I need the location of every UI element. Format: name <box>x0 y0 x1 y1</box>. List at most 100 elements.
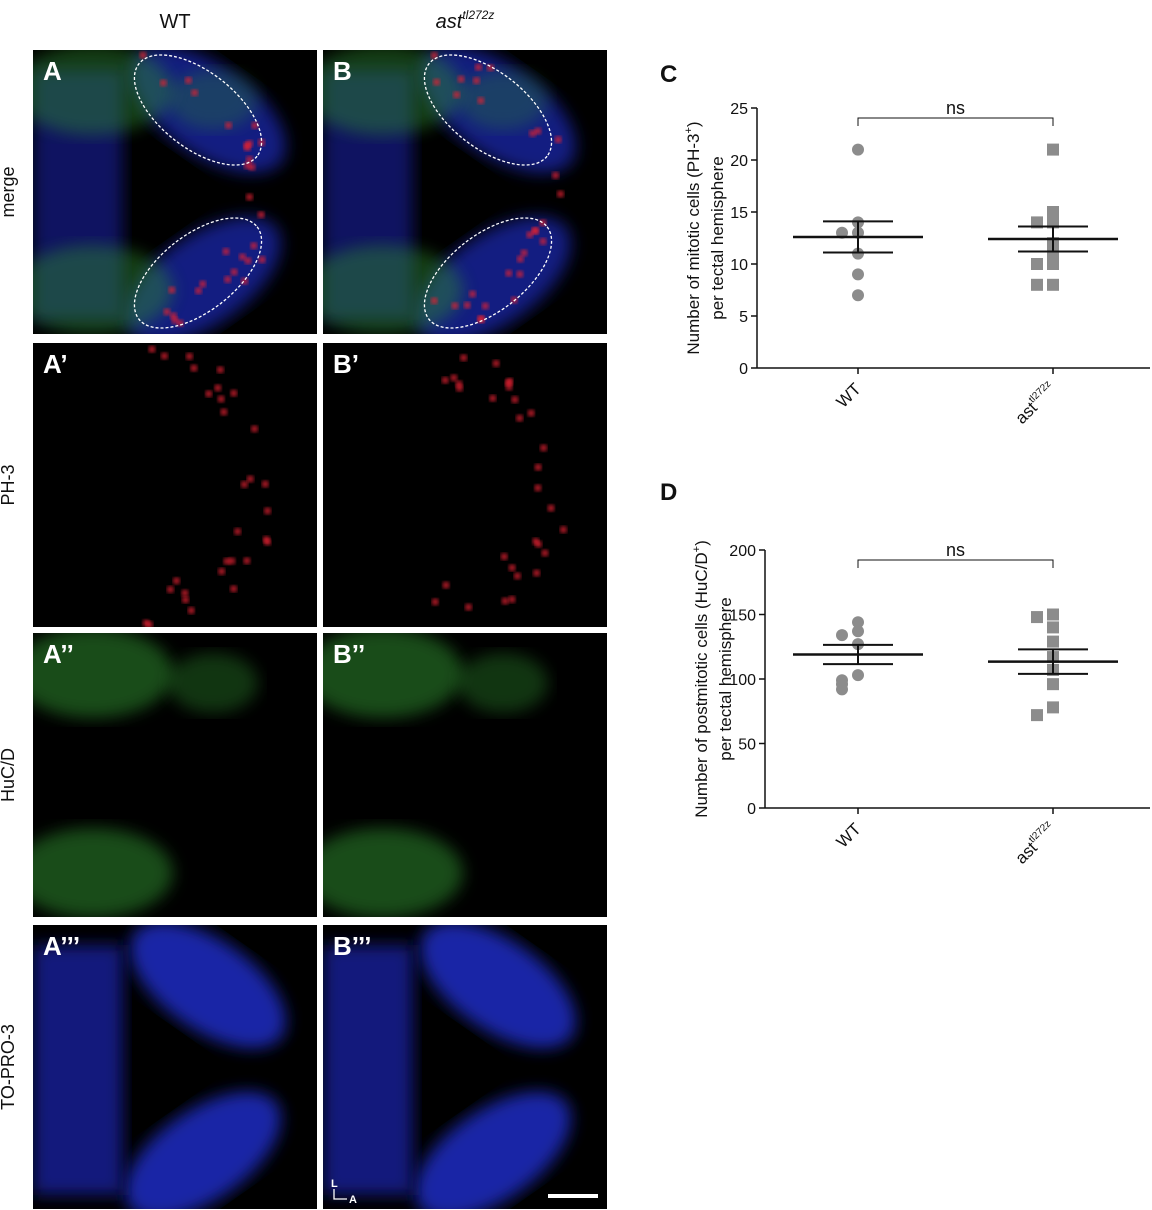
mitotic-cell <box>214 384 222 392</box>
mitotic-cell <box>251 425 259 433</box>
micrograph <box>33 633 317 917</box>
mitotic-cell <box>500 553 508 561</box>
mitotic-cell <box>464 603 472 611</box>
x-tick-label: asttl272z <box>1011 819 1060 868</box>
mitotic-cell <box>489 394 497 402</box>
row-label: PH-3 <box>0 464 18 505</box>
mitotic-cell <box>184 76 192 84</box>
panel-label: D <box>660 479 677 506</box>
y-tick-label: 50 <box>738 737 756 754</box>
mitotic-cell <box>527 409 535 417</box>
column-header-text: WT <box>159 11 190 33</box>
mitotic-cell <box>261 480 269 488</box>
mitotic-cell <box>264 507 272 515</box>
mitotic-cell <box>228 557 236 565</box>
y-tick-label: 100 <box>729 672 756 689</box>
mitotic-cell <box>559 526 567 534</box>
neurons-upper <box>323 50 463 135</box>
data-point <box>1031 258 1043 270</box>
mitotic-cell <box>516 414 524 422</box>
mitotic-cell <box>230 389 238 397</box>
mitotic-cell <box>244 257 252 265</box>
micrograph-content <box>323 633 548 917</box>
mitotic-cell <box>190 364 198 372</box>
hindbrain <box>323 945 413 1195</box>
y-axis-label: Number of mitotic cells (PH-3+) <box>683 121 703 354</box>
y-axis-label: per tectal hemisphere <box>716 597 735 760</box>
mitotic-cell <box>460 354 468 362</box>
neurons-upper <box>323 633 463 718</box>
mitotic-cell <box>163 308 171 316</box>
data-point <box>1031 709 1043 722</box>
data-point <box>836 629 848 642</box>
mitotic-cell <box>230 268 238 276</box>
data-point <box>1047 635 1059 648</box>
mitotic-cell <box>457 75 465 83</box>
panel-label: A’ <box>43 349 68 379</box>
row-label: HuC/D <box>0 748 18 802</box>
data-point <box>852 289 864 302</box>
column-header-superscript: tl272z <box>462 8 494 22</box>
mitotic-cell <box>238 253 246 261</box>
neurons-lower <box>323 828 463 917</box>
x-tick-label-text: WT <box>833 819 865 851</box>
neurons-tectum <box>168 653 258 713</box>
micrograph-background <box>33 343 317 627</box>
mitotic-cell <box>148 345 156 353</box>
mitotic-cell <box>160 352 168 360</box>
mitotic-cell <box>191 89 199 97</box>
mitotic-cell <box>246 193 254 201</box>
micrograph <box>323 50 607 334</box>
micrograph-content <box>33 925 287 1209</box>
mitotic-cell <box>554 136 562 144</box>
neurons-upper <box>33 633 173 718</box>
mitotic-cell <box>531 227 539 235</box>
mitotic-cell <box>145 621 153 627</box>
data-point <box>1047 621 1059 634</box>
micrograph <box>323 343 607 627</box>
column-header: WT <box>159 11 190 33</box>
mitotic-cell <box>433 78 441 86</box>
y-tick-label: 0 <box>739 361 748 378</box>
mitotic-cell <box>245 155 253 163</box>
micrograph-content <box>33 50 287 334</box>
micrograph <box>33 343 317 627</box>
y-tick-label: 15 <box>730 205 748 222</box>
mitotic-cell <box>477 97 485 105</box>
tectum-lower <box>414 1091 572 1209</box>
panel-label: B’ <box>333 349 359 379</box>
neurons-tectum <box>458 653 548 713</box>
tectum-upper <box>419 925 577 1049</box>
mitotic-cell <box>194 287 202 295</box>
mitotic-cell <box>431 598 439 606</box>
orientation-arrow <box>333 1189 347 1200</box>
mitotic-cell <box>526 231 534 239</box>
data-point <box>852 143 864 156</box>
mitotic-cell <box>430 51 438 59</box>
y-tick-label: 10 <box>730 257 748 274</box>
x-tick-label: WT <box>833 379 865 411</box>
mitotic-cell <box>139 51 147 59</box>
mitotic-cell <box>205 390 213 398</box>
mitotic-cell <box>511 396 519 404</box>
mitotic-cell <box>217 395 225 403</box>
y-axis-label-text: ) <box>692 540 711 546</box>
mitotic-cell <box>257 139 265 147</box>
y-axis-label-superscript: + <box>691 546 703 552</box>
data-point <box>1031 611 1043 624</box>
mitotic-cell <box>534 463 542 471</box>
mitotic-cell <box>516 270 524 278</box>
mitotic-cell <box>477 316 485 324</box>
panel-label: B <box>333 56 352 86</box>
data-point <box>1047 278 1059 291</box>
data-point <box>1047 206 1059 218</box>
panel-label: A <box>43 56 62 86</box>
mitotic-cell <box>453 91 461 99</box>
mitotic-cell <box>547 504 555 512</box>
y-axis-label: Number of postmitotic cells (HuC/D+) <box>691 540 711 818</box>
x-tick-label: WT <box>833 819 865 851</box>
mitotic-cell <box>520 249 528 257</box>
neurons-lower <box>323 245 463 334</box>
significance-label: ns <box>946 98 965 118</box>
data-point <box>1047 258 1059 270</box>
